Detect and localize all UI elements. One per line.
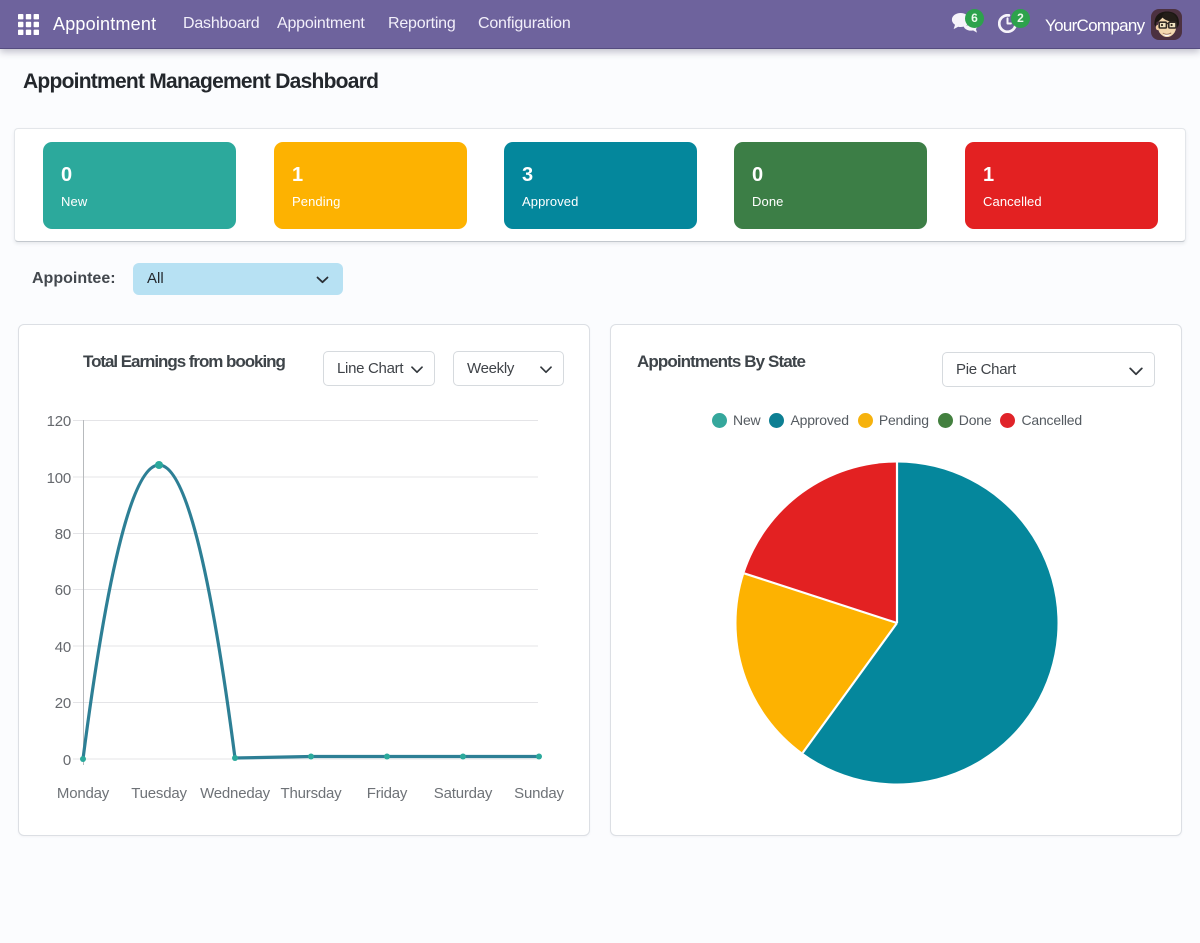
svg-text:Wedneday: Wedneday [200,785,271,802]
svg-text:40: 40 [55,639,71,656]
svg-text:20: 20 [55,695,71,712]
svg-text:60: 60 [55,582,71,599]
svg-text:Saturday: Saturday [434,785,493,802]
svg-text:Friday: Friday [367,785,408,802]
svg-text:Tuesday: Tuesday [131,785,187,802]
svg-text:100: 100 [47,470,71,487]
svg-text:0: 0 [63,752,71,769]
svg-text:Monday: Monday [57,785,110,802]
svg-text:Sunday: Sunday [514,785,564,802]
svg-text:120: 120 [47,413,71,430]
svg-text:80: 80 [55,526,71,543]
svg-text:Thursday: Thursday [281,785,343,802]
